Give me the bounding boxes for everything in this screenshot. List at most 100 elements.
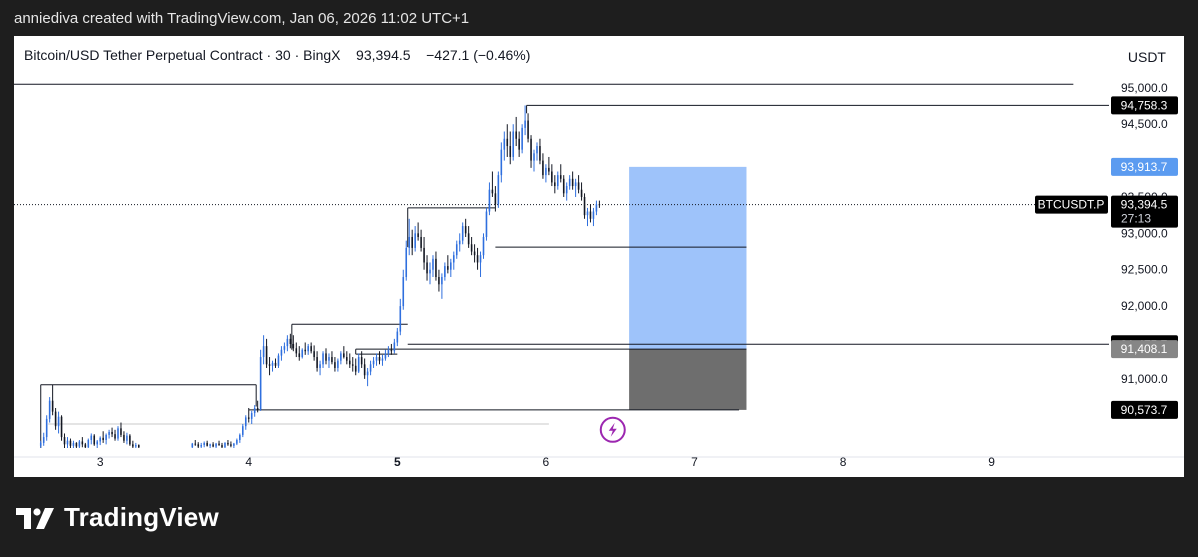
y-tick-label-6: 91,000.0 — [1121, 372, 1168, 386]
candle-body-58 — [262, 346, 265, 358]
price-chart[interactable]: 345678995,000.094,500.093,500.093,000.09… — [14, 36, 1184, 477]
candle-body-137 — [497, 175, 500, 205]
candle-body-65 — [283, 346, 286, 350]
bar-countdown-label: 27:13 — [1121, 212, 1151, 226]
candle-body-117 — [438, 277, 440, 285]
candle-body-99 — [384, 353, 387, 359]
candle-body-27 — [120, 428, 122, 435]
price-label-bg-3 — [1111, 340, 1178, 359]
x-tick-label-5: 8 — [840, 455, 847, 469]
candle-body-68 — [292, 343, 295, 349]
candle-body-83 — [337, 360, 339, 368]
candle-body-136 — [494, 193, 497, 205]
candle-body-70 — [298, 353, 301, 358]
candle-body-51 — [242, 426, 244, 435]
candle-body-41 — [212, 444, 214, 447]
candle-body-141 — [509, 146, 512, 157]
interval-label[interactable]: 30 — [275, 47, 291, 63]
candle-body-100 — [387, 349, 390, 354]
symbol-title: Bitcoin/USD Tether Perpetual Contract — [24, 47, 263, 63]
candle-body-43 — [218, 443, 220, 446]
candle-body-63 — [277, 355, 280, 366]
candle-body-59 — [265, 346, 268, 365]
y-tick-label-0: 95,000.0 — [1121, 81, 1168, 95]
candle-body-154 — [548, 167, 550, 172]
price-label-0: 94,758.3 — [1121, 98, 1168, 112]
candle-body-35 — [194, 443, 197, 445]
candle-body-32 — [135, 445, 137, 447]
candle-body-103 — [396, 331, 399, 343]
candle-body-160 — [565, 186, 568, 194]
candle-body-30 — [129, 435, 131, 445]
candle-body-1 — [42, 437, 45, 443]
candle-body-86 — [346, 357, 348, 361]
candle-body-119 — [444, 266, 446, 278]
tradingview-wordmark: TradingView — [64, 502, 219, 532]
candle-body-5 — [54, 411, 57, 427]
candle-body-124 — [458, 240, 461, 245]
header-sep-1: · — [266, 47, 272, 63]
candle-body-18 — [93, 435, 96, 445]
candle-body-21 — [102, 437, 104, 440]
candle-body-97 — [378, 357, 381, 361]
candle-body-79 — [325, 353, 327, 361]
currency-label[interactable]: USDT — [1127, 49, 1166, 65]
candle-body-169 — [592, 211, 595, 219]
candle-body-17 — [90, 435, 93, 440]
candle-body-126 — [464, 226, 467, 234]
candle-body-28 — [123, 434, 125, 441]
candle-body-163 — [574, 182, 577, 187]
candle-body-106 — [405, 247, 408, 278]
candle-body-125 — [461, 226, 464, 241]
candle-body-91 — [360, 357, 363, 365]
candle-body-134 — [488, 189, 491, 212]
candle-body-93 — [366, 371, 369, 376]
candle-body-25 — [114, 434, 116, 439]
candle-body-72 — [304, 349, 307, 352]
candle-body-113 — [426, 262, 428, 274]
candle-body-69 — [295, 348, 298, 354]
candle-body-67 — [289, 338, 292, 344]
chart-caption: anniediva created with TradingView.com, … — [14, 10, 470, 27]
candle-body-144 — [518, 138, 520, 150]
candle-body-162 — [571, 178, 574, 187]
candle-body-88 — [351, 364, 354, 366]
last-price-label: 93,394.5 — [1121, 198, 1168, 212]
candle-body-95 — [372, 360, 375, 365]
chart-panel[interactable]: 345678995,000.094,500.093,500.093,000.09… — [14, 36, 1184, 477]
candle-body-42 — [215, 443, 217, 447]
candle-body-90 — [357, 357, 360, 372]
candle-body-8 — [63, 437, 66, 445]
candle-body-29 — [126, 435, 128, 441]
candle-body-38 — [203, 442, 205, 446]
candle-body-14 — [81, 441, 84, 445]
candle-body-98 — [381, 358, 384, 361]
candle-body-31 — [132, 444, 134, 447]
candle-body-157 — [556, 175, 559, 187]
candle-body-80 — [328, 357, 330, 361]
candle-body-48 — [233, 443, 235, 446]
candle-body-52 — [244, 417, 247, 427]
candle-body-104 — [399, 306, 402, 332]
candle-body-138 — [500, 149, 503, 176]
x-tick-label-3: 6 — [543, 455, 550, 469]
candle-body-60 — [268, 364, 271, 366]
candle-body-105 — [402, 277, 405, 307]
candle-body-131 — [479, 255, 482, 263]
candle-body-164 — [577, 182, 580, 190]
x-tick-label-1: 4 — [245, 455, 252, 469]
candle-body-114 — [429, 269, 431, 274]
x-tick-label-0: 3 — [97, 455, 104, 469]
candle-body-158 — [559, 175, 562, 179]
candle-body-153 — [545, 167, 547, 176]
candle-body-110 — [417, 233, 419, 237]
candle-body-148 — [530, 138, 532, 161]
candle-body-73 — [307, 346, 309, 352]
candle-body-7 — [60, 416, 63, 438]
candle-body-76 — [316, 357, 318, 368]
position-loss-zone[interactable] — [629, 349, 747, 410]
candle-body-85 — [343, 353, 345, 358]
position-profit-zone[interactable] — [629, 166, 747, 350]
tradingview-logo: TradingView — [16, 502, 219, 533]
candle-body-123 — [455, 244, 458, 256]
